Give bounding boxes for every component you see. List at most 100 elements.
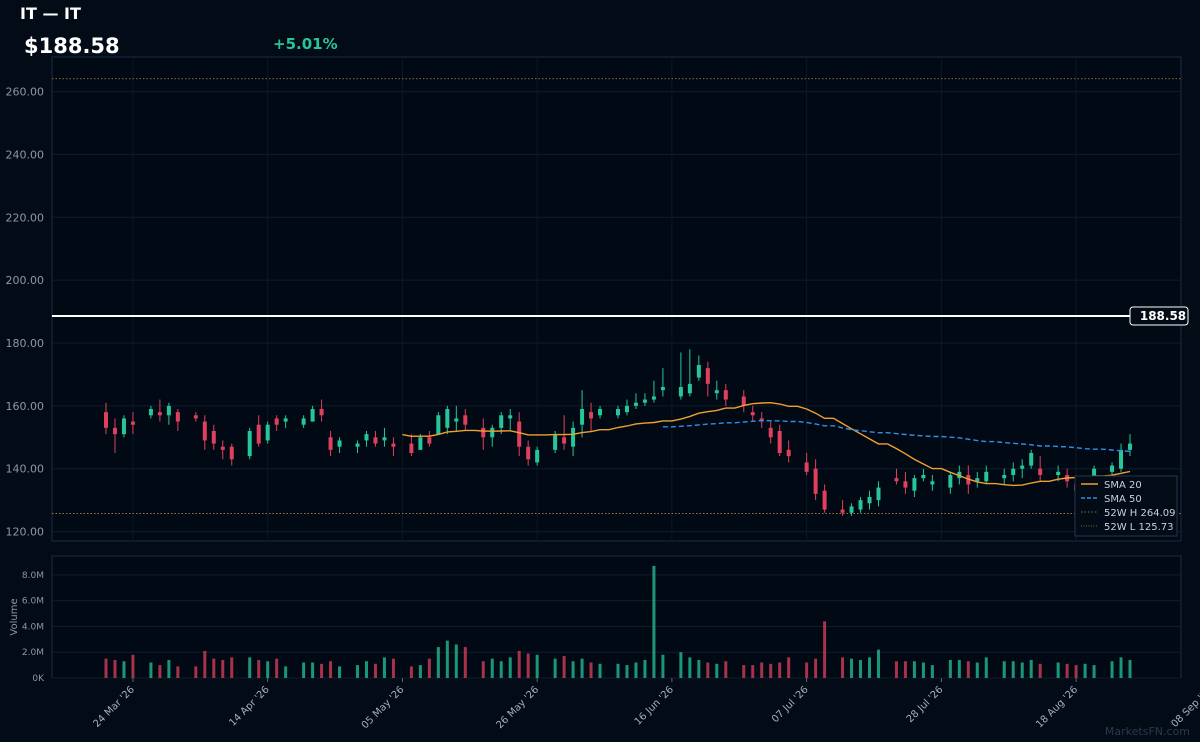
volume-bar bbox=[212, 658, 216, 678]
volume-bar bbox=[957, 659, 961, 678]
x-tick-label: 24 Mar '26 bbox=[92, 684, 138, 730]
price-tick-label: 220.00 bbox=[6, 211, 45, 224]
volume-bar bbox=[454, 644, 458, 678]
candle-body bbox=[274, 418, 279, 425]
volume-bar bbox=[409, 666, 413, 678]
volume-bar bbox=[580, 658, 584, 678]
candle-body bbox=[813, 468, 818, 494]
candle-body bbox=[633, 402, 638, 406]
candle-body bbox=[768, 427, 773, 438]
candle-body bbox=[598, 409, 603, 416]
volume-bar bbox=[751, 665, 755, 678]
volume-bar bbox=[787, 657, 791, 678]
volume-bar bbox=[275, 658, 279, 678]
candle-body bbox=[319, 409, 324, 416]
volume-bar bbox=[1074, 665, 1078, 678]
volume-bar bbox=[868, 657, 872, 678]
volume-bar bbox=[930, 665, 934, 678]
x-tick-label: 28 Jul '26 bbox=[905, 684, 946, 725]
volume-bar bbox=[975, 662, 979, 678]
volume-bar bbox=[284, 666, 288, 678]
candle-body bbox=[930, 481, 935, 485]
volume-bar bbox=[679, 652, 683, 678]
volume-bar bbox=[850, 658, 854, 678]
candle-body bbox=[822, 490, 827, 510]
volume-bar bbox=[742, 665, 746, 678]
volume-bar bbox=[1056, 662, 1060, 678]
candle-body bbox=[777, 431, 782, 453]
candle-body bbox=[445, 409, 450, 428]
candle-body bbox=[175, 412, 180, 422]
candle-body bbox=[849, 506, 854, 513]
legend-entry: SMA 20 bbox=[1104, 480, 1142, 491]
candle-body bbox=[418, 437, 423, 450]
candle-body bbox=[723, 390, 728, 400]
volume-bar bbox=[1029, 659, 1033, 678]
volume-bar bbox=[427, 658, 431, 678]
candle-body bbox=[1029, 453, 1034, 466]
candle-body bbox=[220, 446, 225, 450]
volume-bar bbox=[373, 663, 377, 678]
x-tick-label: 07 Jul '26 bbox=[770, 684, 811, 725]
volume-bar bbox=[661, 654, 665, 678]
candle-body bbox=[624, 405, 629, 413]
last-price-label: 188.58 bbox=[1140, 309, 1186, 323]
candle-body bbox=[328, 437, 333, 450]
volume-bar bbox=[643, 659, 647, 678]
candle-body bbox=[894, 478, 899, 482]
price-change: +5.01% bbox=[273, 35, 338, 53]
volume-bar bbox=[104, 658, 108, 678]
candle-body bbox=[229, 446, 234, 460]
candle-body bbox=[148, 409, 153, 416]
last-price-tag bbox=[1129, 306, 1189, 326]
candle-body bbox=[750, 412, 755, 416]
candle-body bbox=[1092, 468, 1097, 482]
volume-bar bbox=[356, 665, 360, 678]
candle-body bbox=[454, 418, 459, 422]
x-tick-label: 26 May '26 bbox=[494, 684, 541, 731]
x-tick-label: 18 Aug '26 bbox=[1034, 684, 1080, 730]
legend-entry: SMA 50 bbox=[1104, 494, 1142, 505]
volume-bar bbox=[418, 665, 422, 678]
volume-bar bbox=[1128, 659, 1132, 678]
volume-bar bbox=[616, 663, 620, 678]
volume-bar bbox=[724, 661, 728, 678]
candle-body bbox=[984, 471, 989, 482]
candle-body bbox=[247, 431, 252, 457]
volume-bar bbox=[391, 658, 395, 678]
price-tick-label: 200.00 bbox=[6, 274, 45, 287]
candle-body bbox=[265, 424, 270, 441]
volume-bar bbox=[706, 662, 710, 678]
price-tick-label: 160.00 bbox=[6, 400, 45, 413]
volume-bar bbox=[230, 657, 234, 678]
volume-bar bbox=[589, 662, 593, 678]
volume-bar bbox=[948, 659, 952, 678]
volume-bar bbox=[921, 662, 925, 678]
volume-bar bbox=[634, 662, 638, 678]
volume-bar bbox=[984, 657, 988, 678]
volume-bar bbox=[463, 647, 467, 678]
volume-bar bbox=[302, 662, 306, 678]
candle-body bbox=[382, 437, 387, 441]
volume-bar bbox=[436, 647, 440, 678]
candle-body bbox=[436, 415, 441, 435]
candle-body bbox=[202, 421, 207, 441]
volume-tick-label: 4.0M bbox=[22, 622, 44, 632]
price-panel bbox=[51, 56, 1182, 542]
volume-bar bbox=[1065, 663, 1069, 678]
price-tick-label: 260.00 bbox=[6, 86, 45, 99]
candle-body bbox=[211, 431, 216, 444]
x-tick-label: 16 Jun '26 bbox=[633, 684, 676, 727]
volume-bar bbox=[553, 658, 557, 678]
volume-bar bbox=[364, 661, 368, 678]
volume-panel bbox=[51, 555, 1182, 679]
volume-bar bbox=[526, 653, 530, 678]
volume-bar bbox=[248, 657, 252, 678]
price-tick-label: 120.00 bbox=[6, 526, 45, 539]
candle-body bbox=[364, 434, 369, 441]
volume-bar bbox=[562, 656, 566, 678]
candle-body bbox=[714, 390, 719, 394]
candle-body bbox=[571, 427, 576, 447]
volume-axis-label: Volume bbox=[9, 598, 20, 635]
